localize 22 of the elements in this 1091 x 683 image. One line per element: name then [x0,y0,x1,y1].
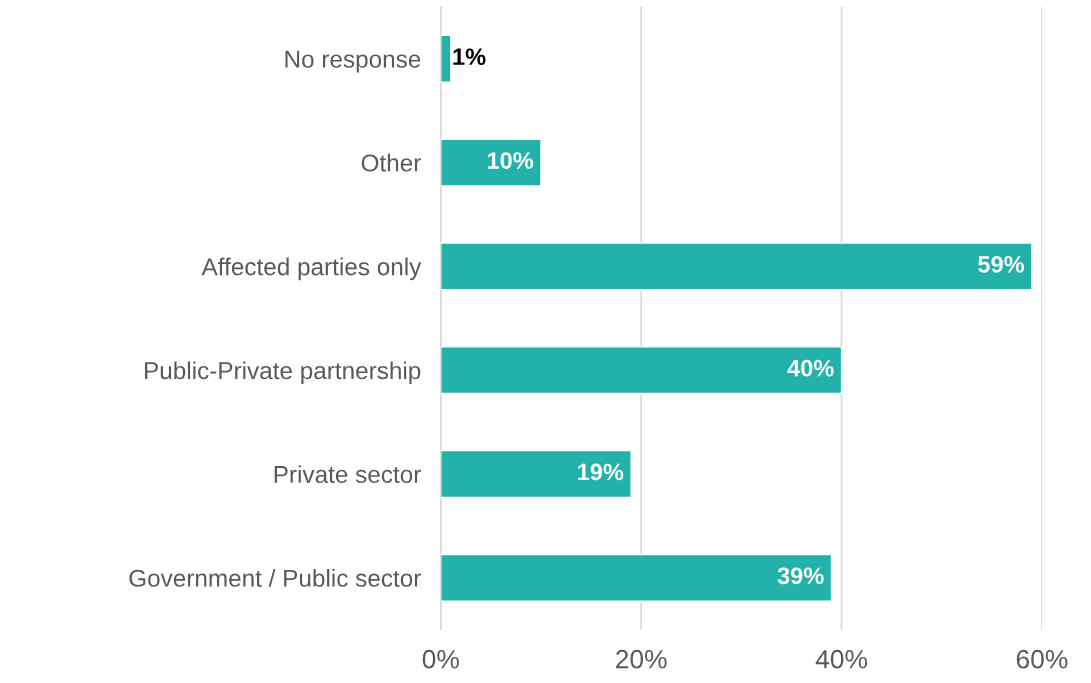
y-tick-label: Private sector [274,465,421,484]
bar [440,34,452,83]
x-tick-label: 20% [616,649,667,669]
bar [440,346,843,395]
data-label: 1% [453,48,486,66]
data-label: 10% [487,152,534,169]
y-tick-label: No response [285,50,421,73]
y-tick-label: Public-Private partnership [145,361,421,385]
x-tick-label: 0% [422,649,459,669]
y-tick-label: Government / Public sector [129,569,421,587]
bar [440,553,833,602]
data-label: 40% [787,359,834,377]
x-tick-label: 60% [1016,649,1068,669]
data-label: 59% [978,255,1025,273]
data-label: 19% [578,463,624,481]
x-tick-label: 40% [815,649,867,669]
data-label: 39% [777,567,824,585]
y-tick-label: Affected parties only [201,257,422,281]
bar [440,449,632,499]
y-tick-label: Other [361,153,421,172]
bar [440,242,1033,291]
bar [440,138,542,187]
